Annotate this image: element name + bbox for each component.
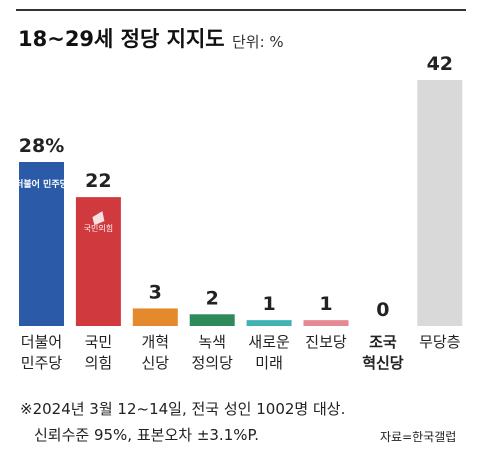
x-tick-label: 녹색 정의당 — [191, 333, 233, 372]
bar — [417, 80, 463, 326]
x-tick-label: 조국 혁신당 — [362, 333, 404, 372]
x-tick-label: 개혁 신당 — [141, 333, 170, 372]
x-tick-label: 더불어 민주당 — [20, 333, 63, 372]
unit: 단위: % — [232, 33, 284, 51]
x-tick-label: 무당층 — [419, 333, 461, 351]
value-label: 22 — [85, 170, 111, 192]
bar — [303, 320, 349, 326]
source: 자료=한국갤럽 — [380, 430, 457, 444]
value-label: 3 — [149, 281, 162, 303]
logo: 국민의힘 — [84, 223, 113, 233]
note: 신뢰수준 95%, 표본오차 ±3.1%P. — [34, 426, 259, 444]
note: ※2024년 3월 12~14일, 전국 성인 1002명 대상. — [20, 400, 346, 418]
value-label: 0 — [376, 299, 389, 321]
bar — [246, 320, 292, 326]
bar — [132, 308, 178, 326]
value-label: 28% — [19, 135, 64, 157]
value-label: 1 — [319, 293, 332, 315]
x-tick-label: 새로운 미래 — [248, 333, 290, 372]
logo: 더불어 민주당 — [15, 178, 69, 190]
value-label: 2 — [206, 287, 219, 309]
logo-mark — [92, 211, 105, 226]
value-label: 1 — [262, 293, 275, 315]
bar — [19, 162, 64, 326]
value-label: 42 — [427, 53, 453, 75]
bar — [189, 314, 235, 326]
x-tick-label: 진보당 — [305, 333, 347, 351]
x-tick-label: 국민 의힘 — [84, 333, 113, 372]
chart-title: 18~29세 정당 지지도 — [18, 27, 225, 51]
